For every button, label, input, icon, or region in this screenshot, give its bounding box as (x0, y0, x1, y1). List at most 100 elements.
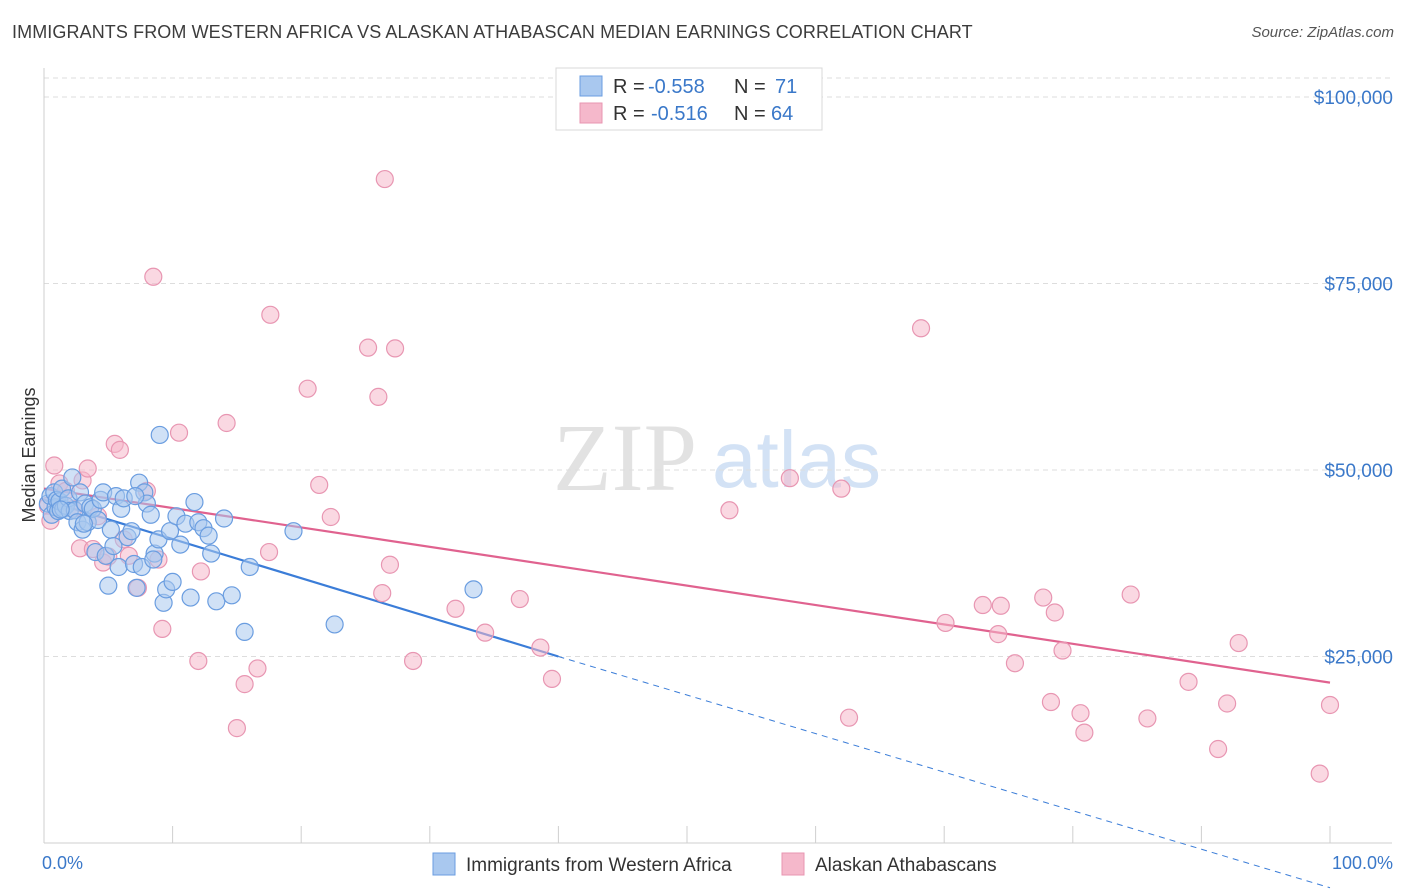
pink-point-49 (839, 708, 859, 727)
blue-point-57 (199, 526, 218, 545)
x-tick-labels: 0.0% 100.0% (42, 853, 1393, 873)
blue-point-35 (122, 522, 141, 541)
chart-title: IMMIGRANTS FROM WESTERN AFRICA VS ALASKA… (12, 22, 973, 42)
blue-point-64 (284, 522, 303, 541)
pink-point-38 (380, 555, 400, 574)
pink-point-40 (403, 651, 423, 671)
blue-point-51 (171, 535, 190, 554)
pink-point-24 (191, 562, 210, 581)
pink-point-56 (1034, 588, 1053, 607)
series-label-1: Immigrants from Western Africa (466, 855, 732, 876)
pink-point-35 (369, 387, 388, 406)
blue-point-63 (240, 557, 259, 577)
pink-point-45 (542, 669, 562, 688)
pink-point-53 (989, 625, 1008, 644)
blue-point-58 (202, 544, 221, 563)
legend-n-value-2: 64 (771, 103, 793, 125)
pink-point-58 (1045, 603, 1064, 622)
pink-point-52 (973, 595, 992, 615)
legend-r-label-1: R = (613, 76, 645, 98)
y-axis-title: Median Earnings (19, 387, 39, 522)
legend-r-value-2: -0.516 (651, 103, 708, 125)
blue-point-31 (109, 557, 128, 577)
axes (43, 68, 1392, 844)
pink-point-36 (373, 583, 392, 603)
pink-point-63 (1138, 709, 1157, 728)
pink-point-27 (235, 675, 254, 694)
blue-point-28 (101, 520, 120, 539)
pink-point-21 (153, 619, 172, 638)
pink-point-57 (1041, 692, 1061, 712)
pink-point-32 (310, 475, 329, 495)
watermark-atlas: atlas (712, 415, 881, 504)
source-credit: Source: ZipAtlas.com (1251, 24, 1394, 41)
blue-point-62 (235, 622, 254, 641)
blue-point-70 (144, 550, 163, 569)
pink-point-2 (45, 456, 64, 475)
pink-point-50 (911, 319, 931, 338)
y-tick-label-2: $75,000 (1324, 275, 1393, 296)
pink-trend-line (43, 487, 1331, 684)
y-tick-label-1: $50,000 (1324, 461, 1393, 482)
pink-point-22 (169, 423, 189, 442)
pink-point-46 (720, 501, 739, 520)
pink-point-62 (1121, 585, 1140, 604)
legend-n-label-2: N = (734, 103, 766, 125)
x-tick-label-1: 100.0% (1332, 853, 1393, 873)
pink-point-55 (1005, 654, 1025, 673)
y-tick-label-0: $25,000 (1324, 648, 1393, 669)
pink-point-37 (375, 169, 394, 189)
pink-point-64 (1179, 672, 1198, 691)
pink-point-42 (475, 623, 495, 642)
pink-point-67 (1229, 633, 1248, 653)
pink-point-23 (189, 651, 208, 671)
blue-point-59 (207, 592, 226, 611)
pink-point-43 (510, 589, 529, 609)
series-label-2: Alaskan Athabascans (815, 855, 997, 876)
pink-point-14 (110, 440, 129, 459)
blue-point-67 (51, 500, 70, 519)
data-points (38, 169, 1340, 783)
pink-point-47 (780, 469, 799, 488)
blue-point-13 (63, 468, 82, 487)
legend-r-label-2: R = (613, 103, 645, 125)
stats-legend: R = -0.558 N = 71 R = -0.516 N = 64 (555, 67, 823, 131)
pink-point-68 (1310, 764, 1329, 783)
pink-point-19 (144, 267, 163, 286)
legend-n-label-1: N = (734, 76, 766, 98)
x-tick-label-0: 0.0% (42, 853, 83, 873)
blue-point-65 (325, 615, 344, 634)
y-tick-label-3: $100,000 (1314, 88, 1393, 109)
blue-point-68 (74, 514, 93, 533)
blue-point-53 (181, 588, 200, 607)
pink-point-54 (991, 596, 1010, 615)
pink-point-33 (321, 507, 340, 527)
pink-point-34 (358, 338, 378, 357)
blue-point-42 (141, 505, 160, 524)
watermark: ZIP atlas (553, 404, 881, 511)
blue-point-66 (464, 580, 483, 599)
pink-point-28 (248, 659, 267, 678)
pink-point-30 (261, 305, 280, 324)
blue-point-37 (127, 578, 146, 597)
pink-point-41 (446, 599, 465, 618)
pink-point-61 (1075, 723, 1094, 742)
series-swatch-blue (432, 852, 456, 876)
legend-n-value-1: 71 (775, 76, 797, 98)
pink-point-25 (217, 413, 236, 433)
pink-point-59 (1053, 641, 1072, 660)
blue-trend-extension (558, 656, 1331, 889)
watermark-zip: ZIP (553, 404, 697, 511)
pink-point-60 (1071, 704, 1090, 723)
blue-point-61 (222, 586, 241, 605)
pink-point-8 (78, 459, 97, 478)
blue-point-54 (185, 492, 204, 512)
blue-point-27 (99, 576, 118, 595)
pink-point-48 (832, 479, 851, 498)
pink-point-66 (1218, 694, 1237, 713)
blue-point-69 (126, 487, 145, 506)
pink-point-65 (1209, 739, 1228, 759)
blue-point-49 (163, 572, 182, 592)
pink-point-39 (385, 339, 405, 358)
